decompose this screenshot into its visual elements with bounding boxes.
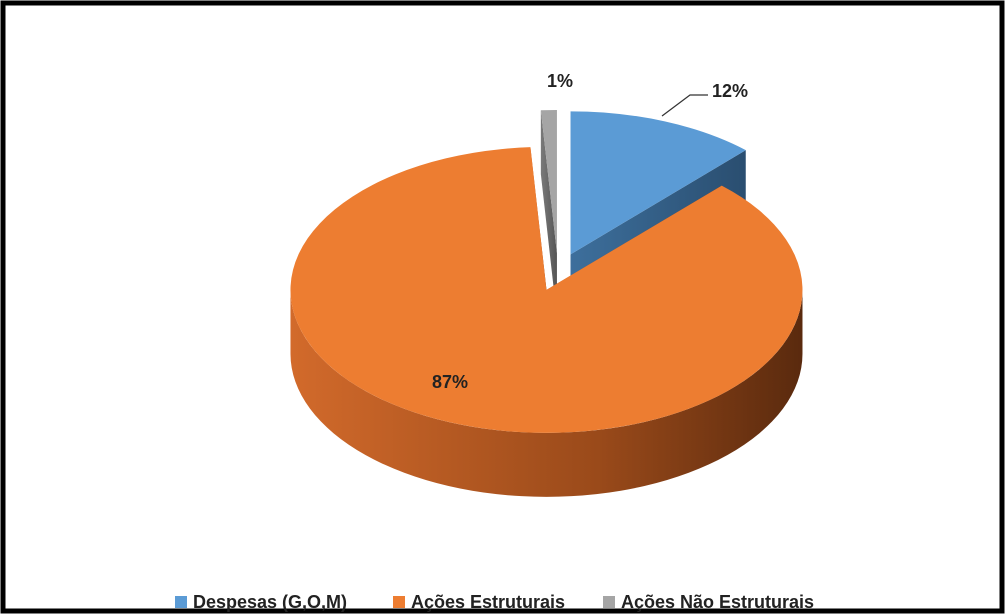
data-label: 12% [712, 81, 748, 101]
legend-label: Ações Não Estruturais [621, 592, 814, 612]
slice [540, 110, 557, 318]
legend-swatch [603, 596, 615, 608]
legend-label: Ações Estruturais [411, 592, 565, 612]
data-label: 1% [547, 71, 573, 91]
slice [570, 111, 746, 255]
data-label: 87% [432, 372, 468, 392]
slice-face [540, 110, 557, 318]
slice [290, 147, 803, 497]
legend-swatch [393, 596, 405, 608]
legend-label: Despesas (G,O,M) [193, 592, 347, 612]
legend-swatch [175, 596, 187, 608]
slice-side [290, 289, 803, 497]
leader-line [661, 94, 708, 117]
slice [540, 110, 557, 254]
slice [290, 147, 803, 433]
